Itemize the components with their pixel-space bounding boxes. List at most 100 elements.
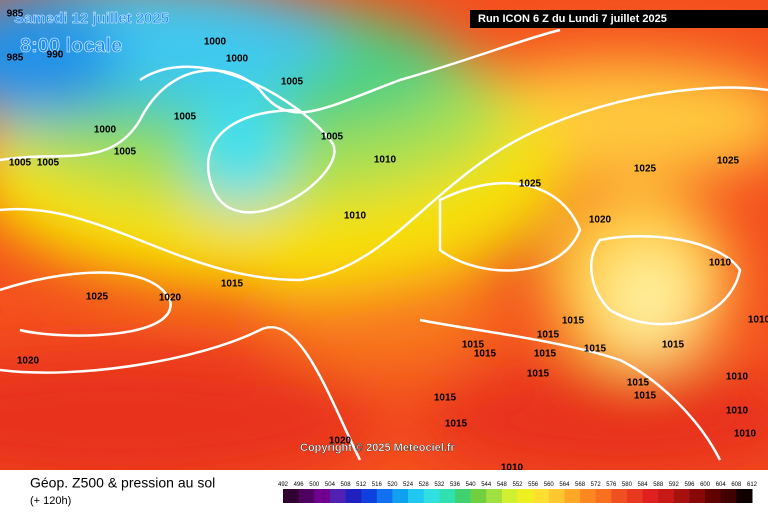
scale-label: 496 bbox=[294, 482, 305, 488]
run-info: Run ICON 6 Z du Lundi 7 juillet 2025 bbox=[478, 13, 667, 25]
isobar-label: 1015 bbox=[627, 378, 650, 389]
scale-label: 580 bbox=[622, 482, 633, 488]
field bbox=[0, 0, 768, 470]
isobar-label: 1015 bbox=[527, 369, 550, 380]
isobar-label: 1010 bbox=[734, 429, 757, 440]
isobar-labels: 985 990 985 1000 1000 1005 1005 1000 1005 1005 101… bbox=[7, 9, 768, 474]
scale-swatch bbox=[720, 489, 737, 503]
isobar-label: 985 bbox=[7, 53, 24, 64]
valid-date: Samedi 12 juillet 2025 bbox=[14, 10, 169, 27]
color-scale: 492 496 500 504 508 512 516 520 524 528 532 536 540 5… bbox=[278, 482, 758, 503]
scale-swatch bbox=[439, 489, 456, 503]
scale-swatch bbox=[470, 489, 487, 503]
scale-label: 536 bbox=[450, 482, 461, 488]
scale-swatch bbox=[705, 489, 722, 503]
isobar-label: 1025 bbox=[86, 292, 109, 303]
scale-label: 576 bbox=[606, 482, 617, 488]
isobar-label: 985 bbox=[7, 9, 24, 20]
scale-label: 588 bbox=[653, 482, 664, 488]
isobar-label: 1025 bbox=[519, 179, 542, 190]
scale-swatch bbox=[736, 489, 753, 503]
isobar-label: 1025 bbox=[634, 164, 657, 175]
isobar-label: 1010 bbox=[344, 211, 367, 222]
isobar-label: 1010 bbox=[726, 406, 749, 417]
isobar-label: 1010 bbox=[748, 315, 768, 326]
scale-label: 568 bbox=[575, 482, 586, 488]
isobar-label: 1020 bbox=[17, 356, 40, 367]
scale-swatch bbox=[580, 489, 597, 503]
isobar-label: 1015 bbox=[221, 279, 244, 290]
scale-label: 544 bbox=[481, 482, 492, 488]
scale-label: 596 bbox=[684, 482, 695, 488]
scale-swatch bbox=[658, 489, 675, 503]
isobar-label: 1005 bbox=[321, 132, 344, 143]
isobar-label: 1005 bbox=[174, 112, 197, 123]
scale-swatch bbox=[329, 489, 347, 503]
isobar-label: 1005 bbox=[281, 77, 304, 88]
isobar-label: 1015 bbox=[662, 340, 685, 351]
isobar-label: 1000 bbox=[204, 37, 227, 48]
scale-label: 608 bbox=[731, 482, 742, 488]
scale-label: 604 bbox=[716, 482, 727, 488]
scale-swatch bbox=[548, 489, 565, 503]
scale-swatch bbox=[408, 489, 425, 503]
scale-label: 508 bbox=[341, 482, 352, 488]
scale-label: 564 bbox=[559, 482, 570, 488]
scale-label: 512 bbox=[356, 482, 367, 488]
scale-label: 504 bbox=[325, 482, 336, 488]
scale-label: 500 bbox=[309, 482, 320, 488]
scale-swatch bbox=[673, 489, 690, 503]
isobar-label: 1010 bbox=[726, 372, 749, 383]
scale-swatch bbox=[689, 489, 706, 503]
scale-swatch bbox=[533, 489, 550, 503]
scale-swatch bbox=[611, 489, 628, 503]
scale-swatch bbox=[501, 489, 518, 503]
isobar-label: 1020 bbox=[329, 436, 352, 447]
scale-label: 592 bbox=[669, 482, 680, 488]
scale-swatch bbox=[595, 489, 612, 503]
isobar-label: 1015 bbox=[634, 391, 657, 402]
isobar-label: 990 bbox=[47, 50, 64, 61]
local-time: 8:00 locale bbox=[20, 35, 122, 57]
scale-label: 528 bbox=[419, 482, 430, 488]
isobar-label: 1015 bbox=[584, 344, 607, 355]
scale-swatch bbox=[345, 489, 362, 503]
isobar-label: 1015 bbox=[562, 316, 585, 327]
isobar-label: 1020 bbox=[159, 293, 182, 304]
isobar-label: 1010 bbox=[374, 155, 397, 166]
isobar-label: 1000 bbox=[226, 54, 249, 65]
isobar-label: 1015 bbox=[434, 393, 457, 404]
scale-swatch bbox=[314, 489, 331, 503]
footer-title: Géop. Z500 & pression au sol bbox=[30, 475, 215, 491]
isobar-label: 1015 bbox=[534, 349, 557, 360]
isobar-label: 1015 bbox=[462, 340, 485, 351]
scale-label: 492 bbox=[278, 482, 289, 488]
scale-label: 520 bbox=[387, 482, 398, 488]
scale-swatch bbox=[626, 489, 644, 503]
scale-label: 524 bbox=[403, 482, 414, 488]
scale-swatch bbox=[376, 489, 393, 503]
scale-label: 552 bbox=[512, 482, 523, 488]
isobar-label: 1010 bbox=[501, 463, 524, 474]
scale-swatch bbox=[486, 489, 503, 503]
scale-swatch bbox=[392, 489, 409, 503]
isobar-label: 1005 bbox=[114, 147, 137, 158]
scale-label: 560 bbox=[544, 482, 555, 488]
isobar-label: 1010 bbox=[709, 258, 732, 269]
isobar-label: 1005 bbox=[37, 158, 60, 169]
copyright: Copyright © 2025 Meteociel.fr bbox=[300, 442, 456, 454]
isobar-label: 1015 bbox=[445, 419, 468, 430]
scale-swatch bbox=[454, 489, 472, 503]
isobar-label: 1025 bbox=[717, 156, 740, 167]
scale-label: 572 bbox=[591, 482, 602, 488]
scale-swatch bbox=[564, 489, 581, 503]
scale-label: 540 bbox=[466, 482, 477, 488]
scale-label: 532 bbox=[434, 482, 445, 488]
scale-label: 556 bbox=[528, 482, 539, 488]
isobar-label: 1020 bbox=[589, 215, 612, 226]
scale-swatch bbox=[423, 489, 440, 503]
scale-label: 516 bbox=[372, 482, 383, 488]
run-banner bbox=[470, 10, 768, 28]
scale-swatch bbox=[283, 489, 300, 503]
